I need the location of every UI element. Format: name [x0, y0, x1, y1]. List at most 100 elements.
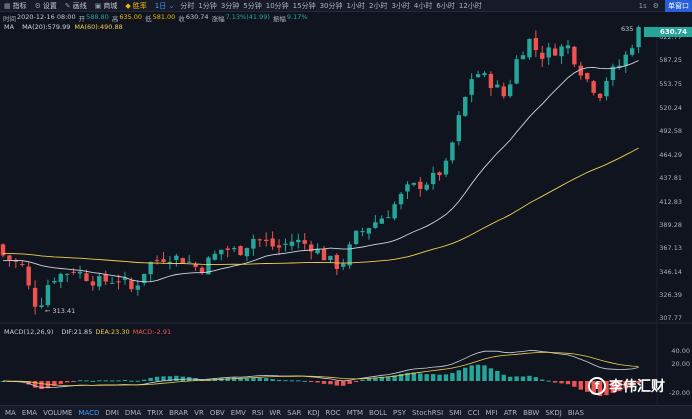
candle-body	[142, 273, 147, 284]
indicator-tab-trix[interactable]: TRIX	[147, 408, 164, 417]
indicator-tab-kdj[interactable]: KDJ	[307, 408, 320, 417]
timeframe-option[interactable]: 3小时	[391, 1, 410, 10]
timeframe-option[interactable]: 分时	[180, 1, 195, 10]
indicator-tab-bias[interactable]: BIAS	[567, 408, 584, 417]
candle-body	[302, 240, 307, 244]
indicator-tab-cci[interactable]: CCI	[467, 408, 480, 417]
price-axis-label: 622.77	[659, 33, 682, 41]
indicator-tab-wr[interactable]: WR	[269, 408, 282, 417]
candle-body	[26, 266, 31, 286]
indicator-tab-emv[interactable]: EMV	[230, 408, 246, 417]
macd-histogram-bar	[154, 376, 160, 381]
indicator-tab-macd[interactable]: MACD	[78, 408, 100, 417]
candle-body	[533, 38, 539, 51]
indicator-tab-skdj[interactable]: SKDJ	[545, 408, 562, 417]
timeframe-option[interactable]: 2小时	[368, 1, 388, 10]
candle-body	[148, 262, 153, 275]
candle-body	[411, 182, 417, 185]
toolbar-item-0[interactable]: ▦ 指标	[4, 1, 27, 11]
candle-body	[597, 93, 603, 98]
winrate-icon: ◆	[125, 1, 131, 10]
candle-body	[39, 305, 44, 308]
timeframe-option[interactable]: 3分钟	[220, 1, 240, 10]
indicator-tab-psy[interactable]: PSY	[393, 408, 406, 417]
indicator-tab-mtm[interactable]: MTM	[346, 408, 364, 417]
candle-body	[199, 267, 205, 273]
watermark-logo-icon: f	[588, 377, 606, 395]
indicator-tab-dmi[interactable]: DMI	[105, 408, 119, 417]
macd-histogram-bar	[488, 368, 494, 381]
toolbar-item-label: 商城	[103, 1, 118, 10]
toolbar-item-2[interactable]: ✎ 画线	[65, 1, 87, 11]
candle-body	[424, 184, 429, 190]
indicator-tab-brar[interactable]: BRAR	[169, 408, 189, 417]
timeframe-option[interactable]: 10分钟	[265, 1, 289, 10]
candle-body	[520, 55, 526, 60]
timeframe-option[interactable]: 6小时	[436, 1, 455, 10]
price-axis-label: 553.75	[659, 80, 682, 88]
macd-histogram-bar	[0, 381, 6, 382]
timeframe-option[interactable]: 1分钟	[198, 1, 217, 10]
gear-icon[interactable]: ⚙	[652, 2, 659, 10]
macd-histogram-bar	[373, 377, 378, 381]
macd-histogram-bar	[148, 377, 153, 381]
indicator-tab-obv[interactable]: OBV	[209, 408, 225, 417]
watermark: f 李伟汇财	[588, 376, 665, 396]
indicator-tab-vr[interactable]: VR	[194, 408, 204, 417]
candle-body	[527, 38, 532, 58]
candle-body	[52, 281, 57, 283]
macd-histogram-bar	[610, 381, 616, 393]
ohlc-info-bar: 时间 2020-12-16 08:00 开 588.80 高 635.00 低 …	[3, 13, 311, 23]
candlestick-chart[interactable]	[0, 0, 692, 405]
timeframe-option[interactable]: 4小时	[413, 1, 433, 10]
low-marker-value: 313.41	[52, 307, 76, 315]
refresh-label[interactable]: 1s	[638, 2, 647, 10]
indicator-tab-sar[interactable]: SAR	[287, 408, 302, 417]
indicator-tab-atr[interactable]: ATR	[503, 408, 518, 417]
candle-body	[386, 217, 391, 219]
indicator-tab-roc[interactable]: ROC	[325, 408, 341, 417]
toolbar-item-3[interactable]: ▣ 商城	[95, 1, 118, 11]
timeframe-option[interactable]: 30分钟	[319, 1, 343, 10]
candle-body	[347, 244, 352, 266]
macd-legend: MACD(12,26,9) DIF:21.85 DEA:23.30 MACD:-…	[4, 328, 171, 336]
candle-body	[13, 260, 19, 262]
indicator-tab-volume[interactable]: VOLUME	[43, 408, 73, 417]
layout-button[interactable]: 单窗口	[665, 0, 692, 12]
timeframe-option[interactable]: 5分钟	[243, 1, 262, 10]
timeframe-option[interactable]: 12小时	[458, 1, 482, 10]
macd-histogram-bar	[398, 374, 404, 381]
indicator-tab-boll[interactable]: BOLL	[369, 408, 388, 417]
candle-body	[77, 271, 83, 274]
macd-axis-label: -20.00	[669, 389, 690, 397]
indicator-tab-rsi[interactable]: RSI	[251, 408, 264, 417]
candle-body	[540, 52, 545, 59]
macd-histogram-bar	[507, 376, 513, 381]
indicator-tab-smi[interactable]: SMI	[449, 408, 462, 417]
candle-body	[186, 261, 192, 263]
candle-body	[296, 239, 301, 243]
macd-histogram-bar	[97, 380, 102, 382]
toolbar-item-1[interactable]: ⚙ 设置	[35, 1, 57, 11]
candle-body	[443, 160, 449, 175]
indicator-tab-mfi[interactable]: MFI	[485, 408, 498, 417]
macd-histogram-bar	[302, 380, 307, 382]
indicator-tab-ma[interactable]: MA	[5, 408, 16, 417]
candle-body	[321, 248, 327, 261]
toolbar-item-4[interactable]: ◆ 胜率	[125, 1, 146, 11]
indicator-tab-dma[interactable]: DMA	[124, 408, 142, 417]
indicator-tab-ema[interactable]: EMA	[21, 408, 38, 417]
indicator-tab-stochrsi[interactable]: StochRSI	[412, 408, 444, 417]
time-value: 2020-12-16 08:00	[17, 13, 76, 21]
candle-body	[58, 273, 63, 282]
store-icon: ▣	[94, 1, 102, 10]
timeframe-option[interactable]: 15分钟	[292, 1, 316, 10]
toolbar-item-label: 胜率	[132, 1, 147, 10]
macd-histogram-bar	[65, 381, 70, 383]
candle-body	[180, 258, 185, 264]
timeframe-option[interactable]: 1小时	[346, 1, 365, 10]
macd-value: MACD:-2.91	[132, 328, 172, 336]
indicator-tab-bbw[interactable]: BBW	[523, 408, 540, 417]
candle-body	[546, 47, 551, 58]
timeframe-select[interactable]: 1日 ⌄	[154, 1, 175, 10]
